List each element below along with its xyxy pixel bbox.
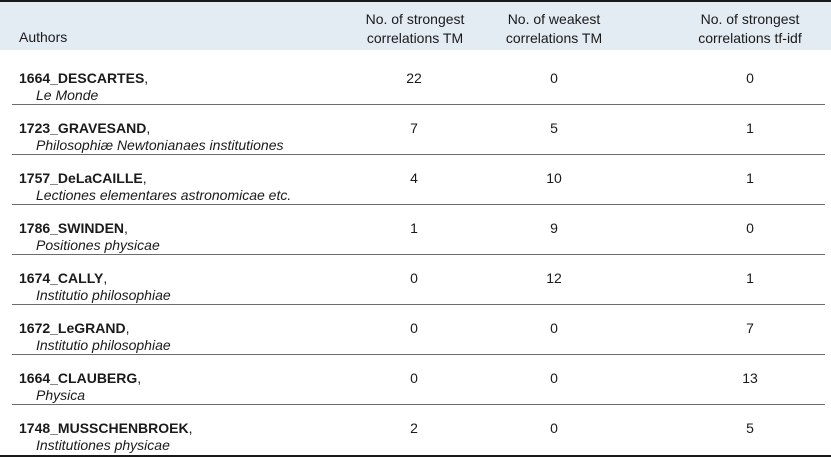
- strongest-tfidf-value: 0: [746, 70, 754, 86]
- weakest-tm-value: 12: [546, 270, 562, 286]
- table-row: 1664_DESCARTES, Le Monde 22 0 0: [0, 55, 831, 105]
- weakest-tm-value: 5: [550, 120, 558, 136]
- strongest-tfidf-value: 1: [746, 120, 754, 136]
- weakest-tm-value: 9: [550, 220, 558, 236]
- row-separator: [12, 154, 825, 155]
- table-row: 1757_DeLaCAILLE, Lectiones elementares a…: [0, 155, 831, 205]
- row-separator: [12, 254, 825, 255]
- author-name: 1757_DeLaCAILLE: [19, 170, 143, 186]
- strongest-tm-value: 7: [410, 120, 418, 136]
- strongest-tfidf-value: 0: [746, 220, 754, 236]
- work-title: Le Monde: [36, 87, 99, 103]
- header-weakest-tm-line-1: No. of weakest: [507, 11, 601, 27]
- strongest-tm-value: 4: [410, 170, 418, 186]
- author-name: 1748_MUSSCHENBROEK: [19, 420, 189, 436]
- strongest-tm-value: 0: [410, 270, 418, 286]
- strongest-tm-value: 2: [410, 420, 418, 436]
- work-title: Institutio philosophiae: [36, 287, 171, 303]
- header-strongest-tm-line-2: correlations TM: [366, 30, 464, 46]
- weakest-tm-value: 10: [546, 170, 562, 186]
- author-name: 1664_DESCARTES: [19, 70, 145, 86]
- weakest-tm-value: 0: [550, 320, 558, 336]
- row-separator: [12, 104, 825, 105]
- author-name: 1786_SWINDEN: [19, 220, 125, 236]
- row-separator: [12, 204, 825, 205]
- strongest-tm-value: 1: [410, 220, 418, 236]
- weakest-tm-value: 0: [550, 370, 558, 386]
- strongest-tm-value: 0: [410, 370, 418, 386]
- header-authors: Authors: [19, 29, 68, 45]
- work-title: Physica: [36, 387, 86, 403]
- row-separator: [12, 354, 825, 355]
- work-title: Philosophiæ Newtonianaes institutiones: [36, 137, 284, 153]
- header-strongest-tm-line-1: No. of strongest: [365, 11, 465, 27]
- table-row: 1748_MUSSCHENBROEK, Institutiones physic…: [0, 405, 831, 455]
- header-strongest-tfidf-line-2: correlations tf-idf: [698, 30, 802, 46]
- table-header: Authors No. of strongest correlations TM…: [0, 2, 831, 50]
- work-title: Lectiones elementares astronomicae etc.: [36, 187, 292, 203]
- table-row: 1723_GRAVESAND, Philosophiæ Newtonianaes…: [0, 105, 831, 155]
- work-title: Institutiones physicae: [36, 437, 170, 453]
- author-name: 1674_CALLY: [19, 270, 104, 286]
- table-top-rule: [0, 0, 831, 2]
- table-row: 1674_CALLY, Institutio philosophiae 0 12…: [0, 255, 831, 305]
- work-title: Positiones physicae: [36, 237, 160, 253]
- strongest-tfidf-value: 13: [742, 370, 758, 386]
- strongest-tfidf-value: 5: [746, 420, 754, 436]
- author-name: 1723_GRAVESAND: [19, 120, 147, 136]
- table-row: 1786_SWINDEN, Positiones physicae 1 9 0: [0, 205, 831, 255]
- row-separator: [12, 404, 825, 405]
- author-name: 1672_LeGRAND: [19, 320, 126, 336]
- header-strongest-correlations-tm: No. of strongest correlations TM: [320, 10, 510, 48]
- header-weakest-correlations-tm: No. of weakest correlations TM: [489, 10, 619, 48]
- strongest-tm-value: 0: [410, 320, 418, 336]
- table-bottom-rule: [0, 455, 831, 457]
- strongest-tm-value: 22: [406, 70, 422, 86]
- row-separator: [12, 304, 825, 305]
- table-row: 1672_LeGRAND, Institutio philosophiae 0 …: [0, 305, 831, 355]
- weakest-tm-value: 0: [550, 70, 558, 86]
- author-name: 1664_CLAUBERG: [19, 370, 138, 386]
- work-title: Institutio philosophiae: [36, 337, 171, 353]
- strongest-tfidf-value: 1: [746, 270, 754, 286]
- table-row: 1664_CLAUBERG, Physica 0 0 13: [0, 355, 831, 405]
- header-weakest-tm-line-2: correlations TM: [505, 30, 603, 46]
- weakest-tm-value: 0: [550, 420, 558, 436]
- strongest-tfidf-value: 1: [746, 170, 754, 186]
- header-strongest-tfidf-line-1: No. of strongest: [700, 11, 800, 27]
- strongest-tfidf-value: 7: [746, 320, 754, 336]
- header-strongest-correlations-tfidf: No. of strongest correlations tf-idf: [655, 10, 831, 48]
